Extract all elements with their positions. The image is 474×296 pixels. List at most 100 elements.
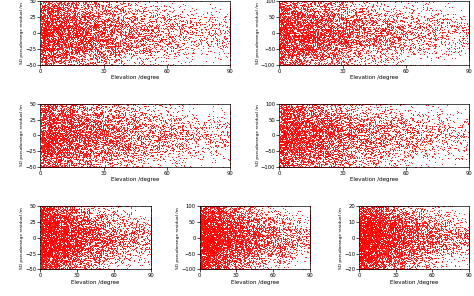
Point <box>328 124 336 129</box>
Point <box>133 21 141 26</box>
Point <box>48 165 56 169</box>
Point <box>79 165 86 169</box>
Point <box>273 225 281 229</box>
Point <box>285 104 292 109</box>
Point <box>55 267 62 272</box>
Point <box>238 210 246 215</box>
Point <box>366 238 374 243</box>
Point <box>87 28 95 33</box>
Point <box>42 131 50 136</box>
Point <box>264 237 271 242</box>
Point <box>201 204 209 209</box>
Point <box>198 221 205 226</box>
Point <box>285 256 292 261</box>
Point <box>368 223 376 227</box>
Point <box>54 245 61 250</box>
Point <box>376 212 383 217</box>
Point <box>465 32 473 37</box>
Point <box>447 242 455 247</box>
Point <box>67 37 75 41</box>
Point <box>367 235 374 239</box>
Point <box>61 204 69 209</box>
Point <box>314 143 321 148</box>
Point <box>431 245 439 250</box>
Point <box>201 267 208 272</box>
Point <box>100 33 108 38</box>
Point <box>378 211 386 216</box>
Point <box>115 144 123 149</box>
Point <box>280 238 287 243</box>
Point <box>292 55 300 60</box>
Point <box>399 210 407 215</box>
Point <box>220 241 228 246</box>
Point <box>409 204 416 209</box>
Point <box>170 39 178 44</box>
Point <box>59 247 66 252</box>
Point <box>237 267 245 272</box>
Point <box>386 241 393 246</box>
Point <box>59 262 66 266</box>
Point <box>287 44 294 49</box>
Point <box>102 246 109 251</box>
Point <box>362 265 370 269</box>
Point <box>360 263 368 267</box>
Point <box>202 205 210 209</box>
Point <box>237 250 245 255</box>
Point <box>201 254 209 259</box>
Point <box>372 153 380 158</box>
Point <box>46 105 54 110</box>
Point <box>424 42 431 47</box>
Point <box>206 231 213 236</box>
Point <box>319 110 327 115</box>
Point <box>54 205 61 209</box>
Point <box>416 216 424 221</box>
Point <box>120 62 128 67</box>
Point <box>373 213 381 217</box>
Point <box>268 228 275 232</box>
Point <box>236 231 244 236</box>
Point <box>307 0 315 4</box>
Point <box>303 130 311 135</box>
Point <box>40 245 47 250</box>
Point <box>293 104 301 109</box>
Point <box>74 0 82 4</box>
Point <box>390 263 398 268</box>
Point <box>40 0 47 4</box>
Point <box>52 102 59 106</box>
Point <box>355 0 362 4</box>
Point <box>279 157 287 162</box>
Point <box>286 124 294 128</box>
Point <box>398 249 406 254</box>
Point <box>370 216 377 221</box>
Point <box>50 230 58 235</box>
Point <box>73 17 81 21</box>
Point <box>63 62 71 67</box>
Point <box>87 237 94 242</box>
Point <box>221 147 228 152</box>
Point <box>369 249 377 254</box>
Point <box>364 204 371 209</box>
Point <box>307 62 314 67</box>
Point <box>337 46 344 51</box>
Point <box>283 139 290 144</box>
Point <box>203 241 211 246</box>
Point <box>277 62 284 67</box>
Point <box>299 133 307 138</box>
Point <box>436 107 444 112</box>
Point <box>371 233 379 237</box>
Point <box>281 250 288 254</box>
Point <box>459 33 467 38</box>
Point <box>38 165 46 169</box>
Point <box>41 240 49 245</box>
Point <box>201 217 209 222</box>
Point <box>400 26 408 31</box>
Point <box>330 144 338 148</box>
Point <box>69 0 76 4</box>
Point <box>326 165 334 169</box>
Point <box>66 157 73 162</box>
Point <box>58 236 65 241</box>
Point <box>195 134 203 139</box>
Point <box>390 224 398 229</box>
Point <box>338 151 346 156</box>
Point <box>306 255 314 259</box>
